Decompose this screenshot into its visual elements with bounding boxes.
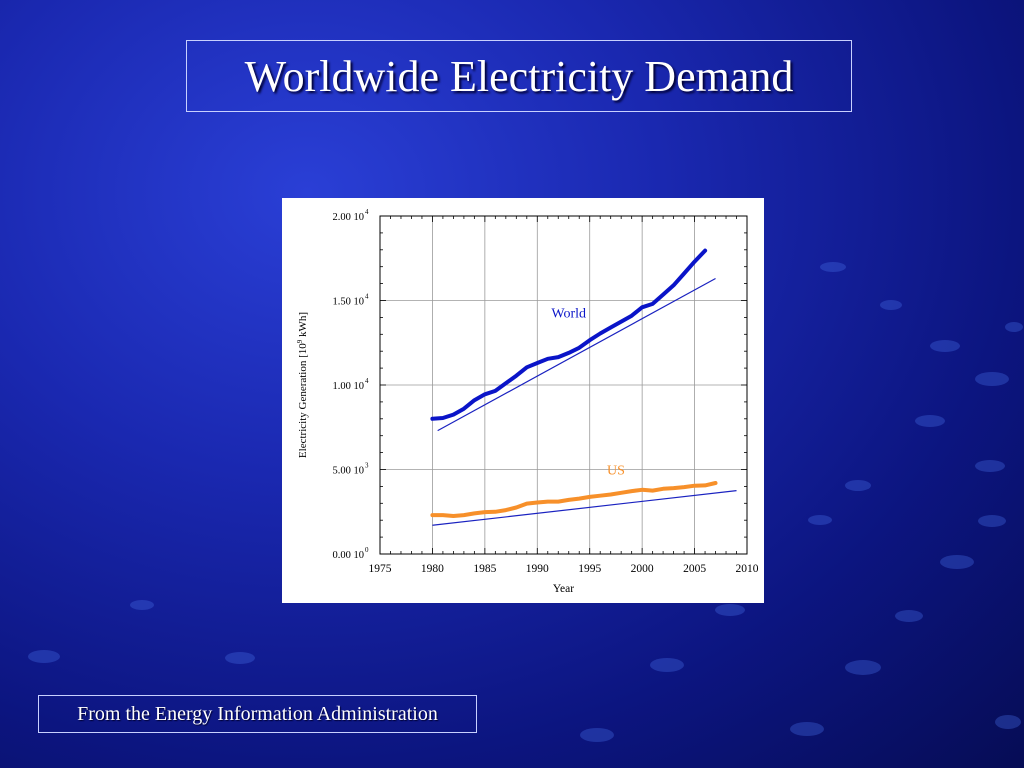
x-tick-label: 2010 — [736, 563, 759, 575]
x-tick-label: 1995 — [578, 563, 601, 575]
y-tick-exponent: 4 — [365, 293, 369, 301]
trendline-world — [437, 278, 716, 432]
y-axis-label: Electricity Generation [109 kWh] — [296, 312, 309, 458]
title-box: Worldwide Electricity Demand — [186, 40, 852, 112]
x-tick-label: 2000 — [631, 563, 654, 575]
x-tick-label: 1985 — [473, 563, 496, 575]
series-label-world: World — [551, 306, 586, 321]
x-tick-label: 2005 — [683, 563, 706, 575]
source-caption: From the Energy Information Administrati… — [77, 702, 438, 725]
y-tick-label: 1.50 10 — [333, 297, 365, 308]
y-tick-label: 1.00 10 — [333, 381, 365, 392]
trendline-us — [432, 490, 737, 526]
y-tick-exponent: 4 — [365, 208, 369, 216]
series-line-world — [430, 248, 708, 421]
x-tick-label: 1980 — [421, 563, 444, 575]
x-axis-label: Year — [553, 583, 574, 595]
y-tick-exponent: 3 — [365, 462, 369, 470]
x-tick-label: 1990 — [526, 563, 549, 575]
y-tick-label: 5.00 10 — [333, 466, 365, 477]
y-tick-exponent: 4 — [365, 377, 369, 385]
electricity-chart: 1975 1980 1985 1990 1995 2000 2005 2010 0.00 10 0… — [296, 208, 759, 595]
source-box: From the Energy Information Administrati… — [38, 695, 477, 733]
y-tick-label: 2.00 10 — [333, 212, 365, 223]
series-label-us: US — [607, 464, 625, 479]
chart-panel: 1975 1980 1985 1990 1995 2000 2005 2010 0.00 10 0… — [282, 198, 764, 603]
slide-title: Worldwide Electricity Demand — [244, 51, 794, 101]
series-line-us — [430, 481, 718, 518]
y-tick-label: 0.00 10 — [333, 550, 365, 561]
y-tick-exponent: 0 — [365, 546, 369, 554]
plot-frame — [379, 215, 748, 555]
x-tick-label: 1975 — [369, 563, 392, 575]
